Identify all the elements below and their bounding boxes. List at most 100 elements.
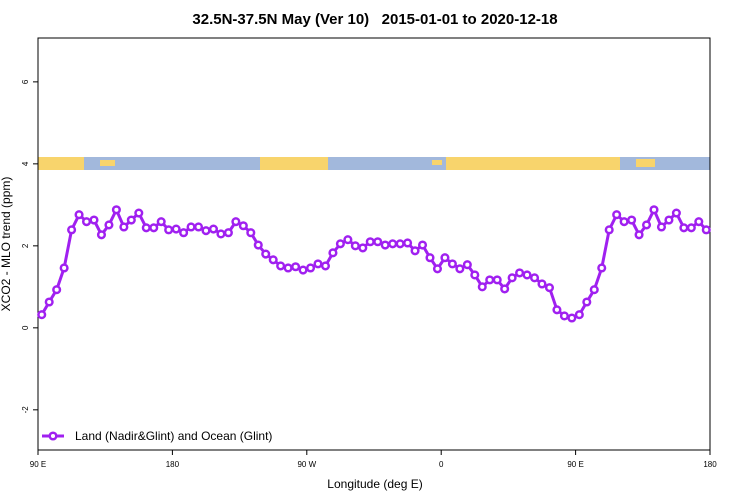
x-tick-label: 180	[703, 460, 717, 469]
data-point	[44, 297, 54, 307]
data-point	[149, 223, 159, 233]
data-point	[500, 284, 510, 294]
data-point	[134, 208, 144, 218]
data-point	[604, 225, 614, 235]
data-point	[559, 311, 569, 321]
data-point	[201, 226, 211, 236]
plot-frame	[37, 37, 711, 451]
data-point	[388, 239, 398, 249]
data-point	[208, 224, 219, 234]
data-point	[612, 210, 622, 220]
data-point	[619, 217, 629, 227]
data-point	[641, 220, 652, 230]
legend-label: Land (Nadir&Glint) and Ocean (Glint)	[75, 429, 272, 443]
data-point	[246, 228, 256, 238]
y-tick-label: 6	[21, 79, 30, 84]
data-point	[425, 253, 435, 263]
data-point	[589, 285, 599, 295]
data-point	[537, 279, 547, 289]
data-point	[350, 241, 360, 251]
x-tick-label: 90 E	[30, 460, 46, 469]
land-band	[260, 157, 328, 170]
data-point	[701, 225, 711, 235]
data-point	[81, 217, 92, 227]
x-tick-label: 0	[439, 460, 444, 469]
data-point	[395, 239, 405, 249]
data-point	[291, 262, 301, 272]
data-point	[656, 222, 667, 232]
data-point	[470, 270, 480, 280]
data-point	[52, 285, 62, 295]
data-point	[223, 228, 233, 238]
data-point	[432, 264, 443, 274]
data-point	[276, 261, 286, 271]
data-point	[268, 255, 278, 265]
data-point	[37, 310, 47, 320]
chart-title: 32.5N-37.5N May (Ver 10) 2015-01-01 to 2…	[192, 11, 557, 28]
data-point	[440, 253, 450, 263]
data-point	[119, 222, 129, 232]
land-ocean-strip	[38, 157, 710, 170]
data-point	[96, 230, 107, 240]
data-point	[216, 229, 226, 239]
data-point	[485, 275, 495, 285]
data-point	[664, 215, 674, 225]
data-point	[141, 223, 151, 233]
data-point	[627, 215, 637, 225]
data-point	[320, 261, 331, 271]
data-point	[649, 205, 659, 215]
data-point	[522, 270, 532, 280]
x-tick-label: 90 W	[297, 460, 316, 469]
data-point	[231, 217, 241, 227]
data-point	[380, 240, 390, 250]
data-point	[365, 237, 375, 247]
data-point	[358, 243, 368, 253]
data-point	[671, 208, 681, 218]
y-tick-label: 2	[21, 243, 30, 248]
data-point	[283, 263, 293, 273]
data-point	[74, 210, 84, 220]
data-point	[171, 224, 181, 234]
data-point	[447, 259, 457, 269]
data-point	[238, 221, 248, 231]
y-tick-label: 4	[21, 161, 30, 166]
data-point	[462, 260, 472, 270]
data-point	[186, 222, 196, 232]
land-band	[432, 160, 442, 165]
data-point	[156, 217, 166, 227]
data-point	[89, 215, 99, 225]
data-point	[343, 235, 353, 245]
data-point	[111, 205, 121, 215]
data-point	[582, 297, 592, 307]
data-point	[492, 275, 502, 285]
data-point	[104, 220, 114, 230]
data-point	[164, 225, 174, 235]
data-point	[634, 230, 644, 240]
data-point	[455, 264, 465, 274]
y-axis-label: XCO2 - MLO trend (ppm)	[0, 177, 13, 312]
x-tick-label: 90 E	[567, 460, 583, 469]
land-band	[636, 159, 655, 167]
data-point	[59, 263, 69, 273]
data-point	[477, 282, 487, 292]
land-band	[446, 157, 620, 170]
data-point	[544, 283, 555, 293]
data-point	[552, 305, 562, 315]
x-tick-label: 180	[166, 460, 180, 469]
data-point	[261, 249, 271, 259]
data-point	[417, 240, 428, 250]
data-point	[574, 310, 584, 320]
data-point	[567, 313, 577, 323]
data-point	[679, 223, 689, 233]
data-point	[298, 265, 308, 275]
land-band	[38, 157, 84, 170]
data-point	[507, 273, 517, 283]
legend-marker	[48, 431, 58, 441]
data-point	[686, 223, 696, 233]
x-axis-label: Longitude (deg E)	[327, 477, 422, 491]
y-tick-label: -2	[21, 406, 30, 414]
data-point	[313, 259, 323, 269]
data-point	[305, 263, 316, 273]
